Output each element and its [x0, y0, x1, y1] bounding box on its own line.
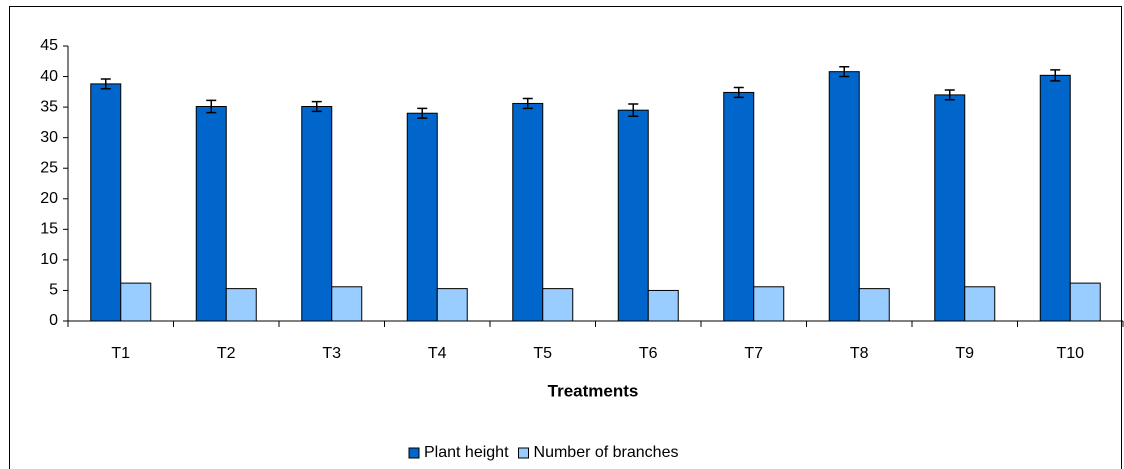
error-bar	[417, 107, 428, 119]
bar	[617, 109, 649, 322]
bar	[542, 288, 574, 322]
y-tick-label: 35	[40, 98, 58, 115]
legend-label: Plant height	[424, 444, 509, 461]
error-bar	[100, 78, 111, 90]
x-tick-label: T7	[744, 345, 763, 362]
legend-swatch	[408, 447, 420, 459]
y-tick-label: 25	[40, 159, 58, 176]
x-tick-label: T3	[322, 345, 341, 362]
y-tick-label: 0	[49, 312, 58, 329]
bar	[934, 94, 966, 322]
bar	[723, 91, 755, 322]
bar	[90, 83, 122, 322]
error-bar	[839, 66, 850, 78]
bar	[858, 288, 890, 322]
bar	[331, 286, 363, 322]
error-bar	[733, 86, 744, 99]
y-tick-label: 30	[40, 129, 58, 146]
bar	[1039, 74, 1071, 322]
bar	[1069, 282, 1101, 322]
bar	[512, 102, 544, 322]
legend-label: Number of branches	[534, 444, 679, 461]
y-tick-label: 20	[40, 190, 58, 207]
bar	[828, 71, 860, 322]
error-bar	[628, 103, 639, 118]
error-bar	[311, 100, 322, 113]
x-tick-label: T2	[217, 345, 236, 362]
bar	[436, 288, 468, 322]
y-tick-label: 10	[40, 251, 58, 268]
x-axis-label: Treatments	[548, 381, 639, 400]
x-tick-label: T6	[639, 345, 658, 362]
bar	[753, 286, 785, 322]
y-tick-label: 40	[40, 68, 58, 85]
y-tick-label: 15	[40, 221, 58, 238]
bar	[406, 112, 438, 322]
error-bar	[522, 97, 533, 110]
bar	[647, 289, 679, 322]
bar	[964, 286, 996, 322]
x-tick-label: T8	[850, 345, 869, 362]
legend-swatch	[518, 447, 530, 459]
x-tick-label: T9	[955, 345, 974, 362]
error-bar	[944, 89, 955, 101]
error-bar	[206, 99, 217, 114]
y-tick-label: 5	[49, 282, 58, 299]
x-tick-label: T1	[111, 345, 130, 362]
x-tick-label: T4	[428, 345, 447, 362]
bar	[195, 106, 227, 322]
bar	[120, 282, 152, 322]
y-tick-label: 45	[40, 37, 58, 54]
error-bar	[1050, 69, 1061, 82]
bar	[301, 106, 333, 322]
bar	[225, 288, 257, 322]
x-tick-label: T10	[1056, 345, 1084, 362]
x-tick-label: T5	[533, 345, 552, 362]
